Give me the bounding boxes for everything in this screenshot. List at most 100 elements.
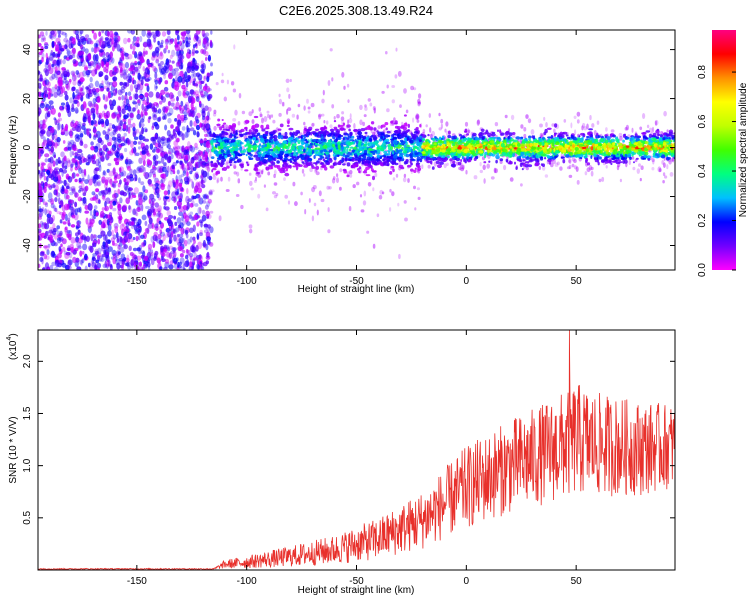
heatmap-cell	[74, 120, 79, 127]
heatmap-cell	[85, 86, 89, 90]
heatmap-cell	[93, 234, 98, 240]
heatmap-cell	[134, 93, 139, 100]
heatmap-cell	[146, 32, 152, 39]
heatmap-cell	[177, 114, 181, 120]
heatmap-cell	[395, 47, 398, 52]
heatmap-cell	[99, 37, 103, 41]
heatmap-cell	[159, 44, 164, 49]
heatmap-cell	[124, 95, 128, 100]
heatmap-cell	[45, 52, 48, 59]
heatmap-cell	[91, 255, 95, 260]
heatmap-cell	[216, 177, 220, 183]
heatmap-cell	[190, 216, 194, 222]
heatmap-cell	[163, 48, 167, 54]
heatmap-cell	[590, 166, 594, 171]
heatmap-cell	[381, 191, 385, 195]
heatmap-cell	[333, 116, 336, 120]
heatmap-cell	[97, 238, 101, 245]
heatmap-cell	[72, 99, 78, 105]
heatmap-cell	[95, 212, 99, 217]
heatmap-cell	[92, 234, 96, 239]
heatmap-cell	[38, 53, 41, 58]
heatmap-cell	[415, 113, 420, 120]
heatmap-cell	[198, 264, 204, 270]
heatmap-cell	[129, 238, 134, 243]
heatmap-cell	[93, 205, 98, 210]
heatmap-cell	[102, 56, 108, 63]
heatmap-cell	[142, 42, 148, 48]
heatmap-cell	[177, 90, 182, 97]
heatmap-cell	[71, 103, 75, 111]
heatmap-cell	[161, 182, 164, 187]
heatmap-cell	[57, 234, 61, 239]
heatmap-cell	[59, 105, 65, 111]
heatmap-cell	[58, 168, 64, 173]
heatmap-cell	[146, 104, 152, 109]
heatmap-cell	[71, 119, 75, 124]
heatmap-cell	[118, 217, 122, 224]
heatmap-cell	[174, 118, 178, 122]
heatmap-cell	[84, 265, 88, 270]
heatmap-cell	[120, 89, 125, 94]
heatmap-cell	[379, 189, 384, 195]
heatmap-cell	[327, 207, 330, 212]
heatmap-cell	[194, 65, 200, 70]
heatmap-cell	[285, 168, 288, 172]
heatmap-cell	[267, 171, 271, 176]
heatmap-cell	[66, 50, 72, 56]
heatmap-cell	[192, 91, 197, 95]
heatmap-cell	[136, 83, 141, 91]
heatmap-cell	[63, 203, 69, 211]
heatmap-cell	[124, 235, 127, 240]
heatmap-cell	[511, 134, 516, 139]
heatmap-cell	[140, 58, 145, 63]
heatmap-cell	[132, 107, 136, 112]
heatmap-cell	[523, 133, 527, 138]
heatmap-cell	[329, 48, 333, 52]
heatmap-cell	[212, 173, 216, 177]
heatmap-cell	[543, 116, 546, 121]
heatmap-cell	[548, 160, 552, 165]
heatmap-cell	[132, 126, 136, 132]
heatmap-cell	[92, 160, 97, 165]
heatmap-cell	[57, 76, 63, 85]
heatmap-cell	[56, 70, 61, 76]
heatmap-cell	[255, 176, 257, 181]
heatmap-cell	[329, 124, 333, 129]
heatmap-cell	[190, 89, 196, 98]
heatmap-cell	[120, 155, 124, 160]
heatmap-cell	[164, 196, 170, 200]
heatmap-cell	[62, 140, 66, 144]
heatmap-cell	[212, 167, 217, 171]
heatmap-cell	[117, 203, 121, 209]
heatmap-cell	[208, 192, 213, 196]
heatmap-cell	[58, 197, 61, 205]
heatmap-cell	[137, 141, 141, 145]
heatmap-cell	[63, 147, 68, 152]
heatmap-cell	[373, 107, 376, 114]
heatmap-cell	[155, 123, 160, 130]
heatmap-cell	[53, 189, 58, 196]
heatmap-cell	[182, 205, 188, 211]
heatmap-cell	[221, 119, 224, 121]
heatmap-cell	[356, 181, 360, 186]
heatmap-cell	[237, 178, 241, 184]
heatmap-cell	[476, 119, 480, 126]
heatmap-cell	[136, 36, 140, 42]
heatmap-cell	[74, 107, 79, 114]
heatmap-cell	[180, 62, 184, 70]
heatmap-cell	[74, 136, 80, 142]
heatmap-cell	[127, 118, 132, 126]
heatmap-cell	[111, 249, 117, 256]
heatmap-cell	[188, 227, 194, 234]
heatmap-cell	[205, 123, 211, 131]
heatmap-cell	[178, 205, 184, 213]
heatmap-cell	[143, 166, 146, 174]
heatmap-cell	[191, 195, 195, 200]
heatmap-cell	[79, 133, 84, 138]
heatmap-cell	[139, 267, 144, 270]
heatmap-cell	[119, 197, 123, 204]
heatmap-cell	[336, 114, 340, 119]
heatmap-cell	[116, 105, 121, 112]
heatmap-cell	[120, 135, 125, 142]
